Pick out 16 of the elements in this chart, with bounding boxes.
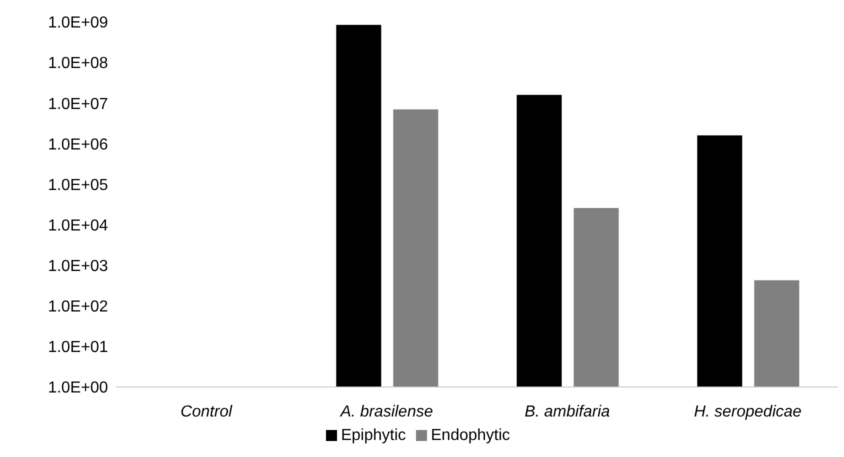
legend-label: Endophytic: [430, 427, 510, 444]
x-tick-label: B. ambifaria: [524, 403, 610, 420]
y-tick-label: 1.0E+02: [48, 298, 108, 316]
y-tick-label: 1.0E+03: [48, 258, 108, 276]
y-tick-label: 1.0E+01: [48, 339, 108, 356]
legend-label: Epiphytic: [340, 427, 406, 444]
y-tick-label: 1.0E+04: [48, 217, 108, 234]
x-tick-label: H. seropedicae: [694, 403, 802, 420]
y-tick-label: 1.0E+08: [48, 55, 108, 72]
y-tick-label: 1.0E+09: [48, 14, 108, 32]
y-tick-label: 1.0E+06: [48, 136, 108, 154]
y-tick-label: 1.0E+07: [48, 96, 108, 113]
y-tick-label: 1.0E+05: [48, 176, 108, 194]
x-tick-label: A. brasilense: [340, 403, 434, 420]
x-tick-label: Control: [180, 403, 232, 420]
y-tick-label: 1.0E+00: [48, 380, 108, 397]
